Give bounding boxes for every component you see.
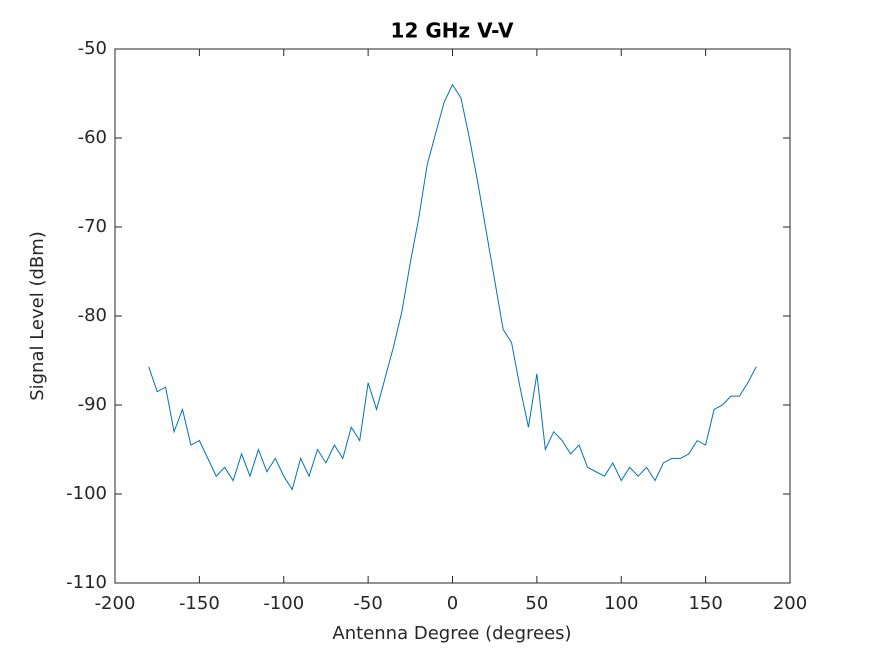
x-tick-label: -50 [353, 593, 382, 614]
y-tick-label: -60 [78, 127, 107, 148]
y-axis-label: Signal Level (dBm) [27, 231, 48, 401]
x-tick-label: 0 [447, 593, 458, 614]
y-tick-label: -50 [78, 38, 107, 59]
x-tick-label: 100 [604, 593, 638, 614]
x-tick-label: 50 [525, 593, 548, 614]
y-tick-label: -80 [78, 305, 107, 326]
x-tick-label: 150 [688, 593, 722, 614]
y-tick-label: -90 [78, 394, 107, 415]
y-tick-label: -110 [66, 572, 107, 593]
x-tick-label: -100 [263, 593, 304, 614]
chart-title: 12 GHz V-V [391, 19, 514, 43]
x-tick-label: -150 [179, 593, 220, 614]
x-axis-label: Antenna Degree (degrees) [332, 623, 571, 644]
x-tick-label: -200 [95, 593, 136, 614]
y-tick-label: -70 [78, 216, 107, 237]
data-line [148, 83, 757, 491]
x-tick-label: 200 [773, 593, 807, 614]
y-tick-label: -100 [66, 483, 107, 504]
